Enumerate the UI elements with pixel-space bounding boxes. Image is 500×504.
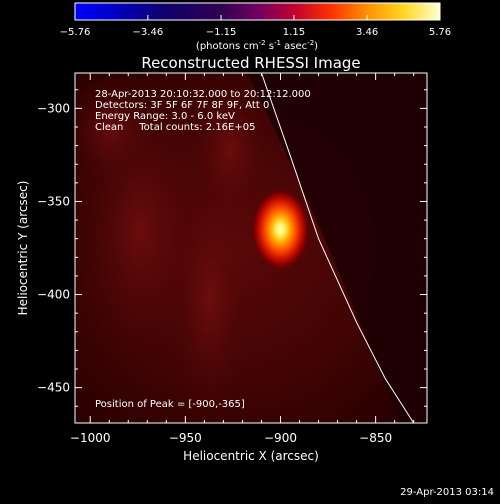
x-tick-labels: −1000 −950 −900 −850 [70, 431, 392, 445]
x-tick-label: −850 [359, 431, 392, 445]
annotation-counts: Clean Total counts: 2.16E+05 [95, 122, 255, 133]
colorbar-tick-label: 1.15 [283, 27, 305, 38]
colorbar-tick-label: 3.46 [356, 27, 378, 38]
axis-ticks [75, 73, 427, 423]
solar-limb-line [260, 73, 415, 423]
y-tick-label: −300 [37, 101, 70, 115]
colorbar-units: (photons cm-2 s-1 asec-2) [196, 39, 318, 52]
y-axis-label: Heliocentric Y (arcsec) [16, 181, 30, 316]
annotation-time: 28-Apr-2013 20:10:32.000 to 20:12:12.000 [95, 89, 311, 100]
y-tick-label: −400 [37, 288, 70, 302]
colorbar-tick-label: −5.76 [60, 27, 91, 38]
annotation-energy: Energy Range: 3.0 - 6.0 keV [95, 111, 235, 122]
plot-frame [74, 72, 428, 424]
y-tick-label: −450 [37, 381, 70, 395]
annotation-detectors: Detectors: 3F 5F 6F 7F 8F 9F, Att 0 [95, 100, 269, 111]
x-tick-label: −900 [264, 431, 297, 445]
x-axis-label: Heliocentric X (arcsec) [183, 449, 319, 463]
y-tick-labels: −300 −350 −400 −450 [37, 101, 70, 394]
colorbar-tick-label: −3.46 [133, 27, 164, 38]
chart-title: Reconstructed RHESSI Image [141, 54, 360, 72]
heatmap-image [75, 73, 427, 423]
x-tick-label: −1000 [70, 431, 111, 445]
colorbar-tick-label: 5.76 [429, 27, 451, 38]
timestamp: 29-Apr-2013 03:14 [400, 487, 494, 498]
x-tick-label: −950 [169, 431, 202, 445]
y-tick-label: −350 [37, 194, 70, 208]
colorbar-tick-labels: −5.76 −3.46 −1.15 1.15 3.46 5.76 [60, 27, 451, 38]
colorbar-tick-label: −1.15 [206, 27, 237, 38]
annotation-block: 28-Apr-2013 20:10:32.000 to 20:12:12.000… [95, 89, 311, 133]
peak-position-label: Position of Peak = [-900,-365] [95, 399, 245, 410]
peak-source [250, 187, 311, 272]
colorbar-ticks [74, 15, 441, 20]
colorbar [74, 2, 441, 21]
